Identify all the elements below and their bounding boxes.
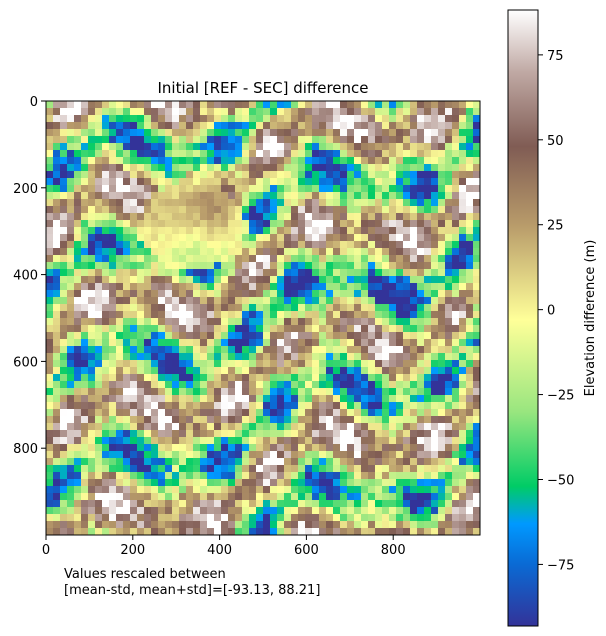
colorbar-tick-label: 0: [547, 304, 555, 319]
heatmap-image: [46, 101, 480, 535]
y-tick-label: 400: [13, 269, 38, 284]
colorbar-tick-label: −25: [547, 389, 574, 404]
x-tick-label: 200: [120, 543, 145, 558]
colorbar-tick-label: 25: [547, 219, 564, 234]
annotation-line-2: [mean-std, mean+std]=[-93.13, 88.21]: [64, 583, 320, 598]
colorbar-label: Elevation difference (m): [583, 240, 598, 397]
x-axis: 0 200 400 600 800: [42, 535, 406, 558]
x-tick-label: 0: [42, 543, 50, 558]
colorbar-axis: −75 −50 −25 0 25 50 75: [538, 49, 574, 573]
y-tick-label: 800: [13, 442, 38, 457]
colorbar-tick-label: 50: [547, 134, 564, 149]
annotation-line-1: Values rescaled between: [64, 567, 226, 582]
x-tick-label: 400: [207, 543, 232, 558]
colorbar-tick-label: 75: [547, 49, 564, 64]
x-tick-label: 800: [381, 543, 406, 558]
colorbar-tick-label: −75: [547, 558, 574, 573]
colorbar: [507, 9, 539, 627]
chart-title: Initial [REF - SEC] difference: [158, 79, 369, 97]
y-axis: 0 200 400 600 800: [13, 95, 46, 457]
colorbar-tick-label: −50: [547, 473, 574, 488]
x-tick-label: 600: [294, 543, 319, 558]
plot-frame: [45, 100, 481, 536]
y-tick-label: 200: [13, 182, 38, 197]
y-tick-label: 600: [13, 355, 38, 370]
y-tick-label: 0: [30, 95, 38, 110]
